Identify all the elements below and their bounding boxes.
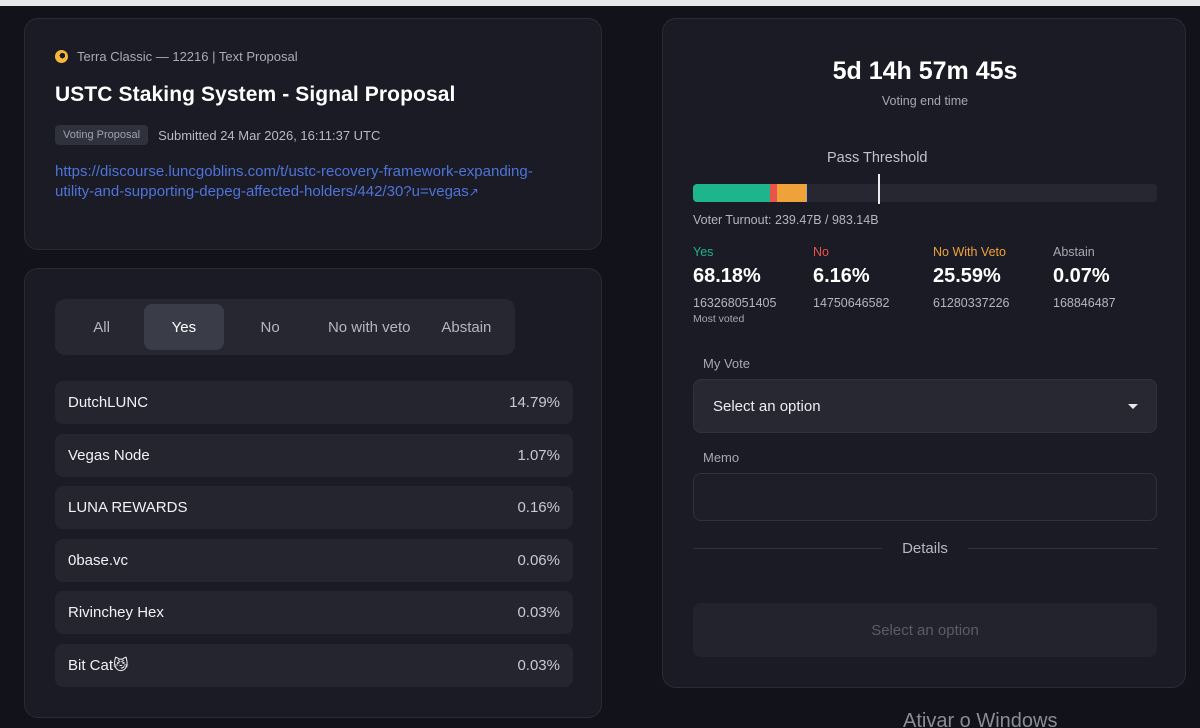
voter-row[interactable]: Rivinchey Hex 0.03% bbox=[55, 591, 573, 634]
voter-row[interactable]: DutchLUNC 14.79% bbox=[55, 381, 573, 424]
voter-percentage: 14.79% bbox=[509, 394, 560, 411]
tally-segment-no bbox=[770, 184, 778, 202]
details-toggle[interactable]: Details bbox=[693, 540, 1158, 557]
voter-percentage: 0.16% bbox=[517, 499, 560, 516]
divider bbox=[693, 548, 883, 549]
voter-percentage: 0.03% bbox=[517, 604, 560, 621]
result-label: Abstain bbox=[1053, 245, 1095, 259]
pass-threshold-label: Pass Threshold bbox=[827, 150, 928, 166]
details-label[interactable]: Details bbox=[902, 540, 948, 557]
voter-percentage: 0.03% bbox=[517, 656, 560, 674]
proposal-header-card: Terra Classic — 12216 | Text Proposal US… bbox=[24, 18, 602, 250]
result-count: 61280337226 bbox=[933, 296, 1010, 310]
result-percentage: 25.59% bbox=[933, 265, 1001, 287]
result-count: 14750646582 bbox=[813, 296, 890, 310]
voter-name: 0base.vc bbox=[68, 551, 129, 569]
voter-row[interactable]: LUNA REWARDS 0.16% bbox=[55, 486, 573, 529]
divider bbox=[967, 548, 1158, 549]
vote-option-value: Select an option bbox=[713, 397, 821, 415]
my-vote-label: My Vote bbox=[703, 356, 750, 371]
result-count: 163268051405 bbox=[693, 296, 777, 310]
voter-percentage: 1.07% bbox=[517, 446, 560, 464]
proposal-title: USTC Staking System - Signal Proposal bbox=[55, 83, 456, 106]
voter-row[interactable]: 0base.vc 0.06% bbox=[55, 538, 573, 582]
tab-yes[interactable]: Yes bbox=[144, 304, 224, 350]
terra-classic-logo-icon bbox=[55, 50, 68, 63]
memo-input[interactable] bbox=[693, 473, 1157, 521]
caret-down-icon bbox=[1128, 403, 1138, 409]
voter-turnout: Voter Turnout: 239.47B / 983.14B bbox=[693, 213, 879, 227]
tab-no-with-veto[interactable]: No with veto bbox=[327, 318, 411, 336]
result-no-with-veto: No With Veto 25.59% 61280337226 bbox=[933, 245, 1053, 325]
vote-filter-tabs: All Yes No No with veto Abstain bbox=[55, 299, 515, 355]
result-percentage: 0.07% bbox=[1053, 265, 1110, 287]
voter-name: Rivinchey Hex bbox=[68, 604, 164, 621]
proposal-type-badge: Voting Proposal bbox=[55, 125, 149, 145]
result-yes: Yes 68.18% 163268051405 Most voted bbox=[693, 245, 813, 325]
memo-label: Memo bbox=[703, 450, 740, 465]
result-percentage: 6.16% bbox=[813, 265, 870, 287]
top-strip bbox=[0, 0, 1200, 6]
voter-name: Bit Cat😼 bbox=[68, 657, 129, 674]
pass-threshold-marker bbox=[878, 174, 880, 204]
tally-segment-no-with-veto bbox=[777, 184, 806, 202]
voting-countdown: 5d 14h 57m 45s bbox=[832, 57, 1018, 85]
result-label: No With Veto bbox=[933, 245, 1006, 259]
voter-row[interactable]: Vegas Node 1.07% bbox=[55, 433, 573, 477]
result-label: No bbox=[813, 245, 829, 259]
result-abstain: Abstain 0.07% 168846487 bbox=[1053, 245, 1173, 325]
chain-info: Terra Classic — 12216 | Text Proposal bbox=[55, 49, 298, 64]
proposal-link-text[interactable]: https://discourse.luncgoblins.com/t/ustc… bbox=[55, 163, 533, 200]
external-link-icon[interactable]: ↗ bbox=[468, 185, 479, 199]
voting-end-time-label: Voting end time bbox=[881, 94, 969, 108]
submitted-date: Submitted 24 Mar 2026, 16:11:37 UTC bbox=[158, 127, 381, 143]
tally-segment-yes bbox=[693, 184, 771, 202]
tab-no[interactable]: No bbox=[260, 318, 280, 336]
voter-list: DutchLUNC 14.79% Vegas Node 1.07% LUNA R… bbox=[55, 381, 573, 696]
tab-abstain[interactable]: Abstain bbox=[441, 318, 492, 336]
submit-vote-button[interactable]: Select an option bbox=[693, 603, 1157, 657]
voter-name: LUNA REWARDS bbox=[68, 499, 188, 516]
voters-card: All Yes No No with veto Abstain DutchLUN… bbox=[24, 268, 602, 718]
most-voted-note: Most voted bbox=[693, 313, 745, 325]
voter-name: DutchLUNC bbox=[68, 394, 149, 411]
vote-panel: 5d 14h 57m 45s Voting end time Pass Thre… bbox=[662, 18, 1186, 688]
tab-all[interactable]: All bbox=[93, 318, 110, 336]
vote-tally-bar bbox=[693, 184, 1157, 202]
proposal-link[interactable]: https://discourse.luncgoblins.com/t/ustc… bbox=[55, 162, 555, 202]
voter-percentage: 0.06% bbox=[517, 551, 560, 569]
result-no: No 6.16% 14750646582 bbox=[813, 245, 933, 325]
vote-option-select[interactable]: Select an option bbox=[693, 379, 1157, 433]
windows-activation-watermark: Ativar o Windows bbox=[903, 710, 1058, 728]
chain-line: Terra Classic — 12216 | Text Proposal bbox=[77, 49, 298, 64]
proposal-meta: Voting Proposal Submitted 24 Mar 2026, 1… bbox=[55, 125, 380, 145]
voter-row[interactable]: Bit Cat😼 0.03% bbox=[55, 643, 573, 687]
vote-results: Yes 68.18% 163268051405 Most voted No 6.… bbox=[693, 245, 1173, 325]
result-count: 168846487 bbox=[1053, 296, 1116, 310]
voter-name: Vegas Node bbox=[68, 446, 150, 464]
result-percentage: 68.18% bbox=[693, 265, 761, 287]
result-label: Yes bbox=[693, 245, 714, 259]
